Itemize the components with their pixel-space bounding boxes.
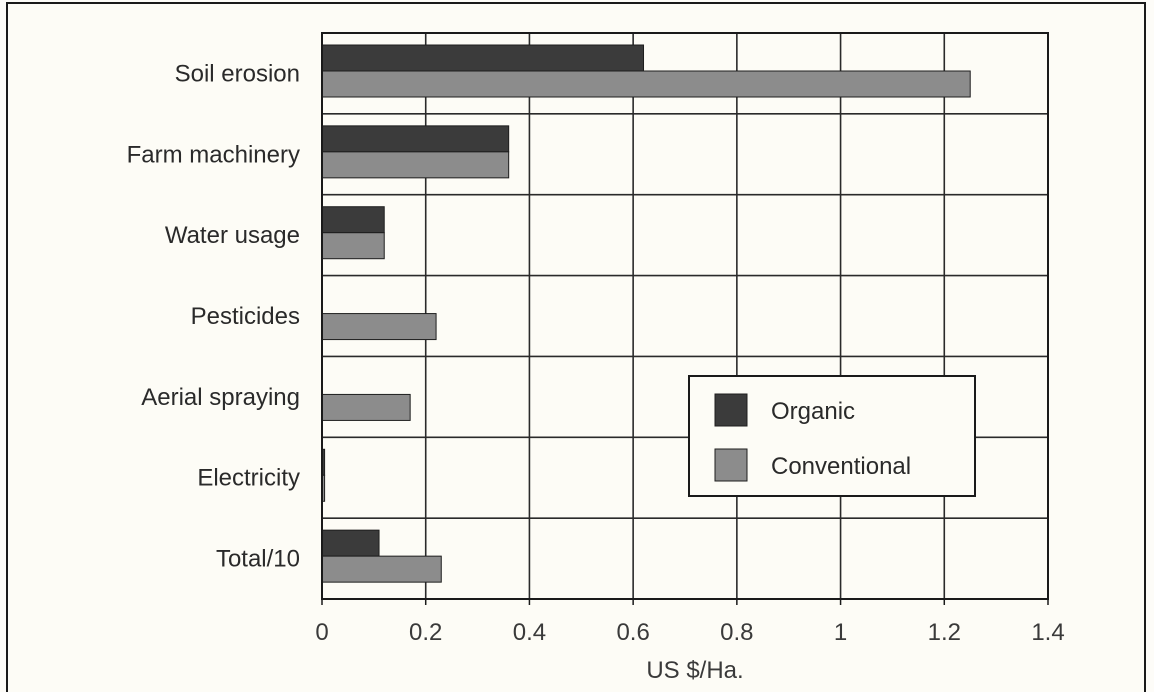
bar-conventional <box>321 151 510 179</box>
category-label: Water usage <box>165 222 300 249</box>
x-tick-label: 1 <box>834 619 847 646</box>
x-tick-label: 1.2 <box>928 619 961 646</box>
category-label: Pesticides <box>191 303 300 330</box>
x-tick-label: 0 <box>315 619 328 646</box>
category-label: Total/10 <box>216 546 300 573</box>
bar-organic <box>321 206 385 234</box>
legend-label-conventional: Conventional <box>771 453 911 480</box>
bar-organic <box>321 44 645 72</box>
x-tick-label: 0.8 <box>720 619 753 646</box>
category-label: Electricity <box>197 465 300 492</box>
legend-label-organic: Organic <box>771 398 855 425</box>
bar-organic <box>321 529 380 557</box>
x-axis-title: US $/Ha. <box>646 657 743 684</box>
legend-swatch-conventional <box>714 448 748 482</box>
bar-conventional <box>321 393 411 421</box>
category-label: Farm machinery <box>127 141 300 168</box>
bar-conventional <box>321 232 385 260</box>
bar-organic <box>321 125 510 153</box>
category-label: Aerial spraying <box>141 384 300 411</box>
x-tick-label: 0.4 <box>513 619 546 646</box>
bar-conventional <box>321 555 442 583</box>
plot-border <box>321 32 1049 600</box>
bar-conventional <box>321 70 971 98</box>
bar-conventional <box>321 313 437 341</box>
x-tick-label: 0.2 <box>409 619 442 646</box>
legend-swatch-organic <box>714 393 748 427</box>
category-label: Soil erosion <box>175 60 300 87</box>
x-tick-label: 0.6 <box>616 619 649 646</box>
x-tick-label: 1.4 <box>1031 619 1064 646</box>
